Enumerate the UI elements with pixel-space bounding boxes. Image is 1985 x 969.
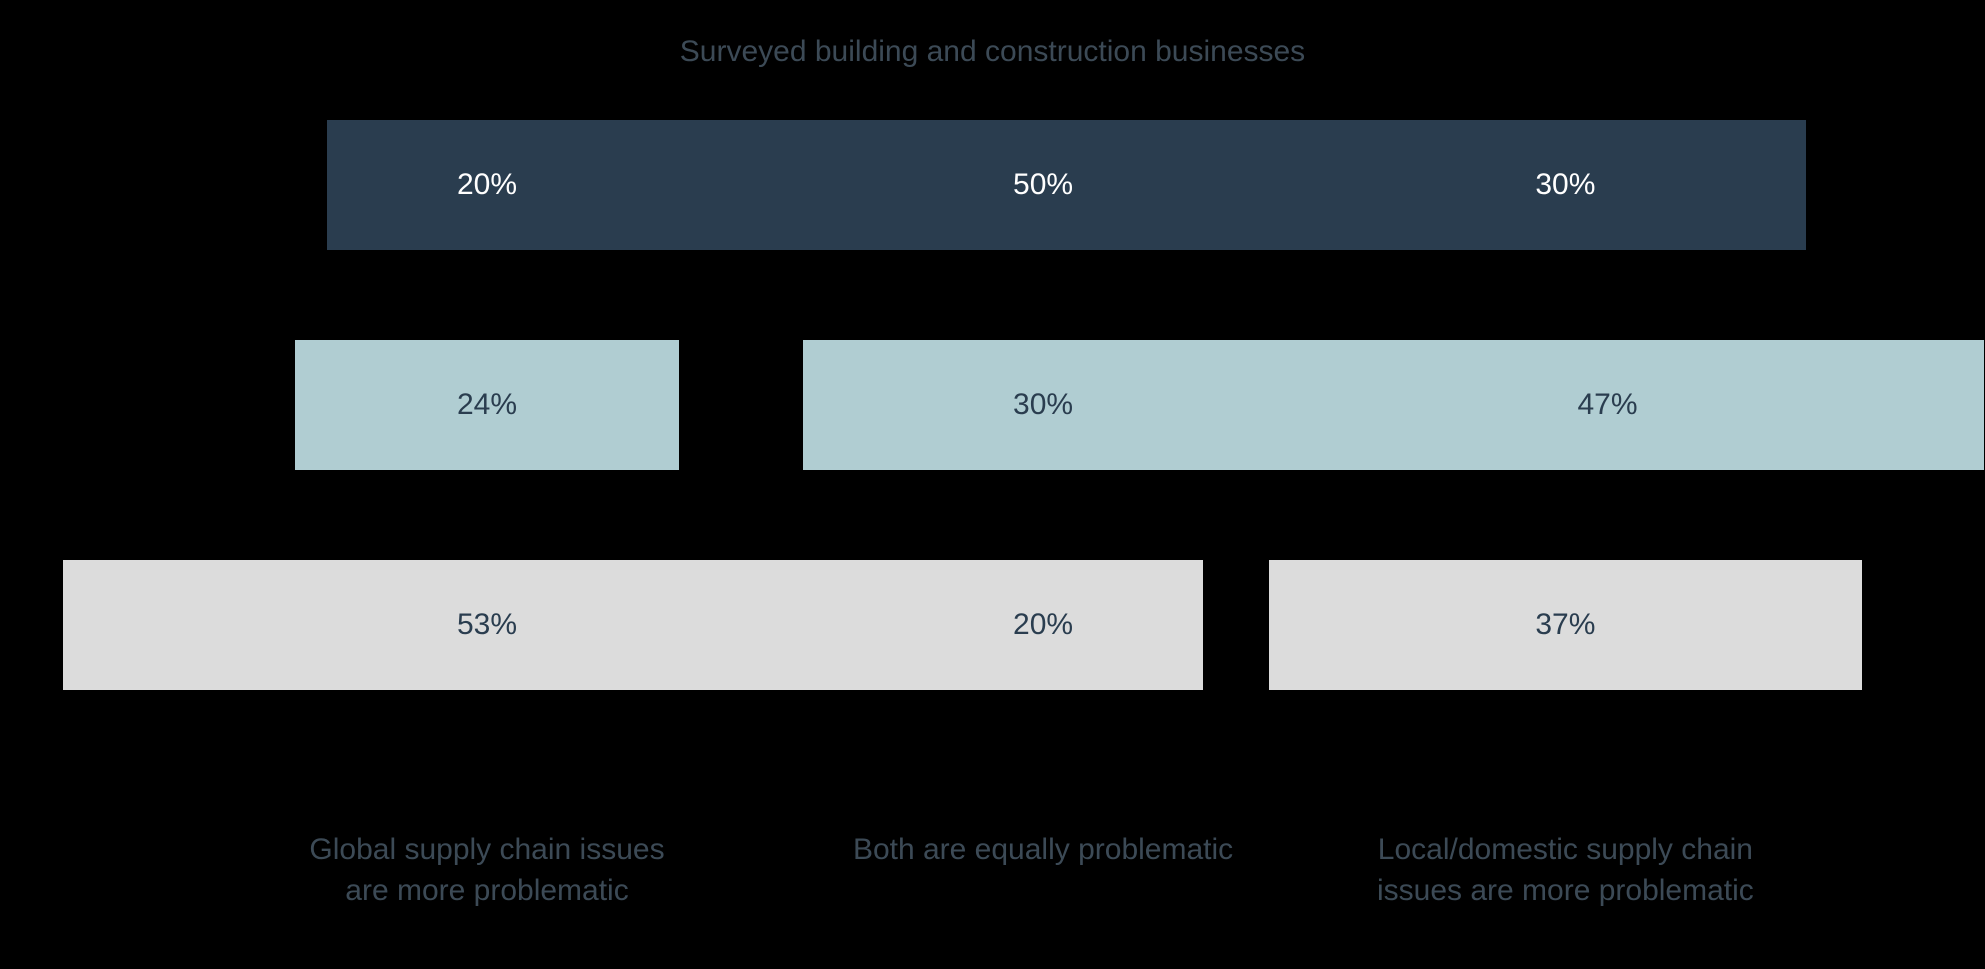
bar-value-label: 53% <box>457 608 517 642</box>
bar-s3-cat0: 53% <box>63 560 912 690</box>
chart-row-s1: 20% 50% 30% <box>150 120 1835 250</box>
bar-value-label: 30% <box>1013 388 1073 422</box>
bar-value-label: 24% <box>457 388 517 422</box>
chart-row-s2: 24% 30% 47% <box>150 340 1835 470</box>
bar-value-label: 47% <box>1577 388 1637 422</box>
bar-s2-cat1: 30% <box>803 340 1284 470</box>
x-axis-label-0: Global supply chain issuesare more probl… <box>247 830 727 911</box>
bar-s1-cat0: 20% <box>327 120 647 250</box>
x-axis-label-2: Local/domestic supply chainissues are mo… <box>1325 830 1805 911</box>
chart-plot-area: 20% 50% 30% 24% 30% 47% 53% 20% 37% <box>150 120 1835 820</box>
bar-value-label: 20% <box>457 168 517 202</box>
survey-chart: Surveyed building and construction busin… <box>0 0 1985 969</box>
bar-value-label: 30% <box>1535 168 1595 202</box>
bar-value-label: 37% <box>1535 608 1595 642</box>
bar-s1-cat1: 50% <box>643 120 1444 250</box>
bar-s2-cat0: 24% <box>295 340 679 470</box>
bar-s1-cat2: 30% <box>1325 120 1806 250</box>
bar-s3-cat1: 20% <box>883 560 1203 690</box>
chart-title: Surveyed building and construction busin… <box>0 35 1985 69</box>
bar-value-label: 50% <box>1013 168 1073 202</box>
bar-value-label: 20% <box>1013 608 1073 642</box>
chart-row-s3: 53% 20% 37% <box>150 560 1835 690</box>
bar-s3-cat2: 37% <box>1269 560 1862 690</box>
bar-s2-cat2: 47% <box>1231 340 1984 470</box>
x-axis-label-1: Both are equally problematic <box>803 830 1283 871</box>
